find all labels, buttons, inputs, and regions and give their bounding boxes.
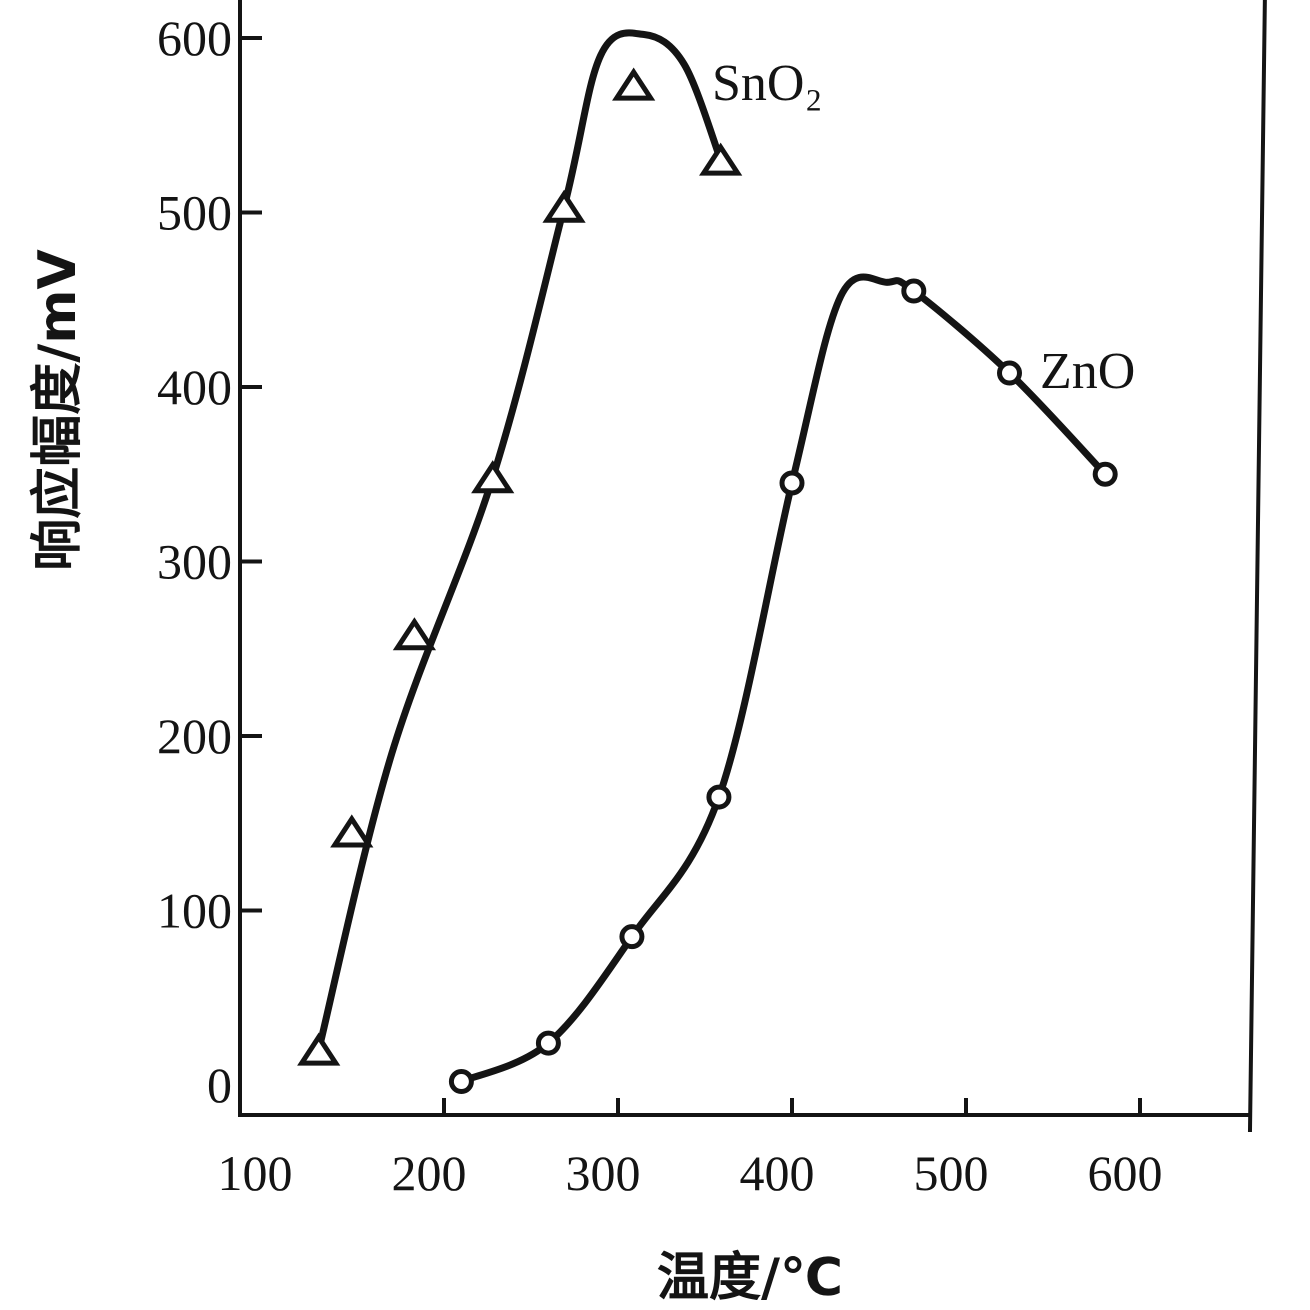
data-point-zno	[706, 784, 732, 810]
series-line-sno2	[315, 29, 725, 1054]
y-tick-label: 300	[157, 534, 232, 590]
y-tick-label: 100	[157, 883, 232, 939]
y-tick-label: 0	[207, 1057, 232, 1113]
y-axis-label: 响应幅度/mV	[28, 249, 88, 570]
series-label-zno: ZnO	[1040, 343, 1135, 400]
data-point-zno	[1092, 461, 1118, 487]
data-point-zno	[997, 360, 1022, 386]
series-label-sno2: SnO₂	[712, 55, 823, 112]
series-layer	[297, 29, 1118, 1095]
data-point-zno	[901, 278, 927, 304]
data-point-sno2	[330, 814, 374, 848]
data-point-zno	[619, 924, 645, 950]
y-tick-label: 200	[157, 708, 232, 764]
y-tick-label: 600	[157, 10, 232, 66]
data-point-sno2	[471, 460, 515, 494]
data-point-sno2	[612, 67, 656, 101]
data-point-zno	[448, 1069, 474, 1095]
data-point-sno2	[297, 1032, 341, 1066]
x-tick-label: 400	[740, 1145, 815, 1201]
series-line-zno	[457, 273, 1109, 1085]
x-ticks: 100 200 300 400 500 600	[218, 1098, 1163, 1201]
x-tick-label: 500	[914, 1145, 989, 1201]
x-tick-label: 600	[1088, 1145, 1163, 1201]
data-point-sno2	[542, 189, 586, 223]
x-tick-label: 100	[218, 1145, 293, 1201]
data-point-sno2	[392, 617, 437, 651]
x-axis-label: 温度/℃	[657, 1248, 843, 1308]
right-frame	[1247, 0, 1267, 1133]
y-ticks: 0 100 200 300 400 500 600	[157, 10, 262, 1113]
data-point-sno2	[699, 142, 743, 176]
y-tick-label: 400	[157, 359, 232, 415]
x-tick-label: 300	[566, 1145, 641, 1201]
x-tick-label: 200	[392, 1145, 467, 1201]
data-point-zno	[779, 470, 805, 496]
data-point-zno	[535, 1030, 561, 1056]
y-tick-label: 500	[157, 185, 232, 241]
